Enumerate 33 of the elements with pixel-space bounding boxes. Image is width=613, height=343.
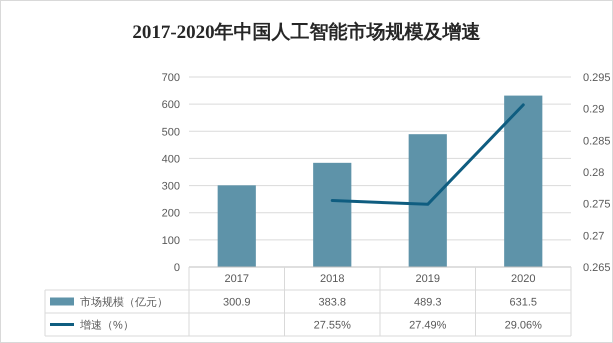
bar — [504, 96, 542, 267]
data-label: 29.06% — [504, 320, 542, 332]
legend-label: 市场规模（亿元） — [80, 296, 168, 308]
y2-tick-label: 0.28 — [583, 167, 604, 179]
data-label: 489.3 — [414, 296, 442, 308]
data-label: 300.9 — [222, 296, 251, 308]
y-tick-label: 0 — [174, 262, 180, 274]
y2-tick-label: 0.265 — [583, 262, 611, 274]
y-tick-label: 500 — [162, 126, 180, 138]
bar — [408, 134, 447, 267]
y-tick-label: 100 — [162, 234, 180, 247]
legend-label: 增速（%） — [79, 318, 134, 332]
x-tick-label: 2020 — [511, 273, 536, 285]
y2-tick-label: 0.275 — [583, 198, 611, 211]
bar — [218, 185, 256, 267]
x-tick-label: 2018 — [320, 273, 344, 285]
y-tick-label: 300 — [162, 180, 180, 193]
x-tick-label: 2019 — [416, 273, 440, 285]
y-tick-label: 600 — [162, 99, 180, 112]
y2-tick-label: 0.295 — [583, 72, 611, 84]
x-tick-label: 2017 — [224, 273, 249, 285]
bar — [313, 162, 352, 267]
y-tick-label: 700 — [162, 72, 180, 84]
y2-tick-label: 0.27 — [583, 230, 604, 242]
y-tick-label: 400 — [162, 153, 180, 166]
data-label: 27.55% — [314, 320, 352, 332]
data-label: 383.8 — [318, 296, 346, 308]
y2-tick-label: 0.29 — [583, 104, 604, 116]
data-label: 631.5 — [509, 296, 538, 308]
chart-title: 2017-2020年中国人工智能市场规模及增速 — [132, 21, 481, 43]
y-tick-label: 200 — [162, 208, 180, 220]
data-label: 27.49% — [409, 320, 447, 332]
y2-tick-label: 0.285 — [583, 135, 611, 148]
